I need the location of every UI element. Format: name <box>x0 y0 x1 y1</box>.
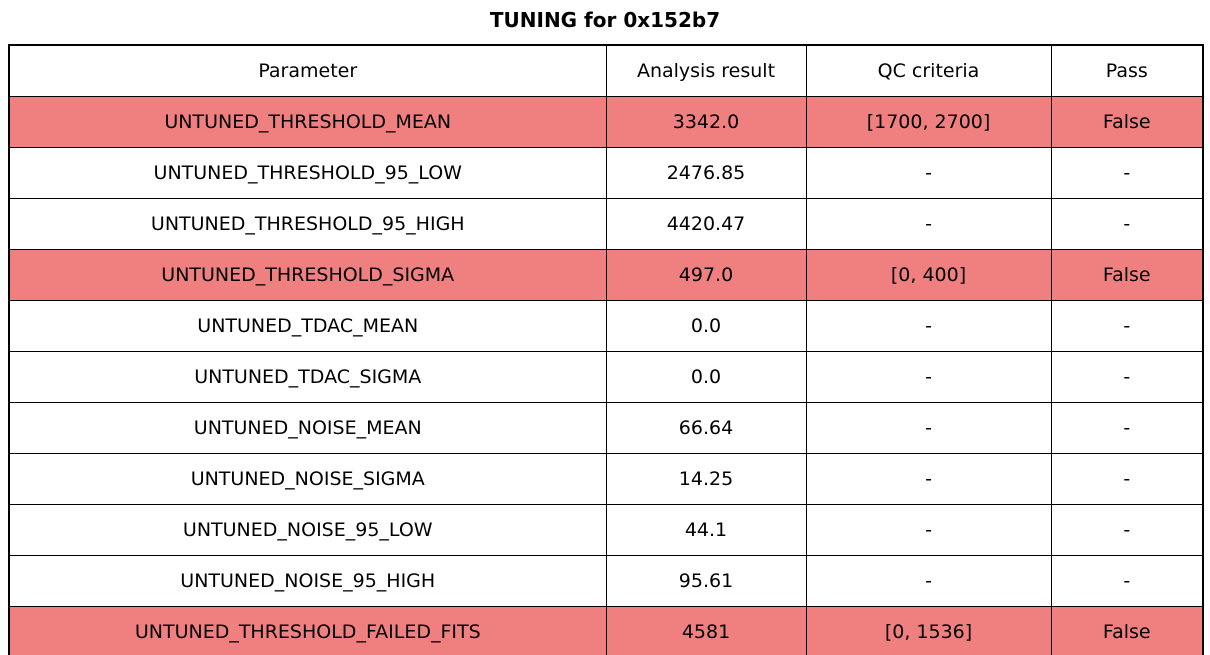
cell-pass: - <box>1050 147 1204 199</box>
cell-pass: - <box>1050 504 1204 556</box>
page-title: TUNING for 0x152b7 <box>489 8 721 32</box>
cell-parameter: UNTUNED_TDAC_SIGMA <box>8 351 607 403</box>
table-row: UNTUNED_TDAC_SIGMA 0.0 - - <box>8 351 1204 403</box>
cell-analysis-result: 2476.85 <box>605 147 807 199</box>
cell-analysis-result: 66.64 <box>605 402 807 454</box>
cell-analysis-result: 0.0 <box>605 300 807 352</box>
table-row: UNTUNED_THRESHOLD_SIGMA 497.0 [0, 400] F… <box>8 249 1204 301</box>
cell-analysis-result: 4420.47 <box>605 198 807 250</box>
cell-parameter: UNTUNED_NOISE_95_HIGH <box>8 555 607 607</box>
table-row: UNTUNED_NOISE_MEAN 66.64 - - <box>8 402 1204 454</box>
qc-table: Parameter Analysis result QC criteria Pa… <box>8 44 1204 655</box>
cell-parameter: UNTUNED_TDAC_MEAN <box>8 300 607 352</box>
cell-parameter: UNTUNED_THRESHOLD_SIGMA <box>8 249 607 301</box>
cell-pass: False <box>1050 249 1204 301</box>
cell-analysis-result: 44.1 <box>605 504 807 556</box>
cell-parameter: UNTUNED_NOISE_MEAN <box>8 402 607 454</box>
cell-parameter: UNTUNED_NOISE_SIGMA <box>8 453 607 505</box>
col-header-analysis-result: Analysis result <box>605 44 807 97</box>
cell-pass: - <box>1050 351 1204 403</box>
cell-parameter: UNTUNED_THRESHOLD_MEAN <box>8 96 607 148</box>
cell-qc-criteria: - <box>805 402 1052 454</box>
table-row: UNTUNED_THRESHOLD_MEAN 3342.0 [1700, 270… <box>8 96 1204 148</box>
cell-qc-criteria: [1700, 2700] <box>805 96 1052 148</box>
cell-pass: - <box>1050 300 1204 352</box>
cell-analysis-result: 497.0 <box>605 249 807 301</box>
cell-qc-criteria: - <box>805 453 1052 505</box>
cell-analysis-result: 3342.0 <box>605 96 807 148</box>
cell-pass: False <box>1050 96 1204 148</box>
cell-parameter: UNTUNED_THRESHOLD_95_LOW <box>8 147 607 199</box>
col-header-qc-criteria: QC criteria <box>805 44 1052 97</box>
table-row: UNTUNED_THRESHOLD_95_HIGH 4420.47 - - <box>8 198 1204 250</box>
table-row: UNTUNED_NOISE_95_HIGH 95.61 - - <box>8 555 1204 607</box>
table-row: UNTUNED_NOISE_SIGMA 14.25 - - <box>8 453 1204 505</box>
cell-qc-criteria: - <box>805 504 1052 556</box>
col-header-pass: Pass <box>1050 44 1204 97</box>
cell-parameter: UNTUNED_NOISE_95_LOW <box>8 504 607 556</box>
table-row: UNTUNED_THRESHOLD_FAILED_FITS 4581 [0, 1… <box>8 606 1204 655</box>
cell-qc-criteria: - <box>805 555 1052 607</box>
cell-analysis-result: 14.25 <box>605 453 807 505</box>
cell-qc-criteria: - <box>805 147 1052 199</box>
cell-qc-criteria: [0, 1536] <box>805 606 1052 655</box>
cell-pass: - <box>1050 402 1204 454</box>
table-row: UNTUNED_TDAC_MEAN 0.0 - - <box>8 300 1204 352</box>
table-row: UNTUNED_THRESHOLD_95_LOW 2476.85 - - <box>8 147 1204 199</box>
cell-qc-criteria: - <box>805 351 1052 403</box>
cell-analysis-result: 0.0 <box>605 351 807 403</box>
table-row: UNTUNED_NOISE_95_LOW 44.1 - - <box>8 504 1204 556</box>
cell-analysis-result: 95.61 <box>605 555 807 607</box>
cell-qc-criteria: - <box>805 198 1052 250</box>
cell-qc-criteria: [0, 400] <box>805 249 1052 301</box>
table-header-row: Parameter Analysis result QC criteria Pa… <box>8 44 1204 97</box>
cell-pass: - <box>1050 555 1204 607</box>
cell-parameter: UNTUNED_THRESHOLD_95_HIGH <box>8 198 607 250</box>
col-header-parameter: Parameter <box>8 44 607 97</box>
cell-pass: - <box>1050 198 1204 250</box>
cell-analysis-result: 4581 <box>605 606 807 655</box>
cell-pass: - <box>1050 453 1204 505</box>
cell-pass: False <box>1050 606 1204 655</box>
cell-parameter: UNTUNED_THRESHOLD_FAILED_FITS <box>8 606 607 655</box>
cell-qc-criteria: - <box>805 300 1052 352</box>
